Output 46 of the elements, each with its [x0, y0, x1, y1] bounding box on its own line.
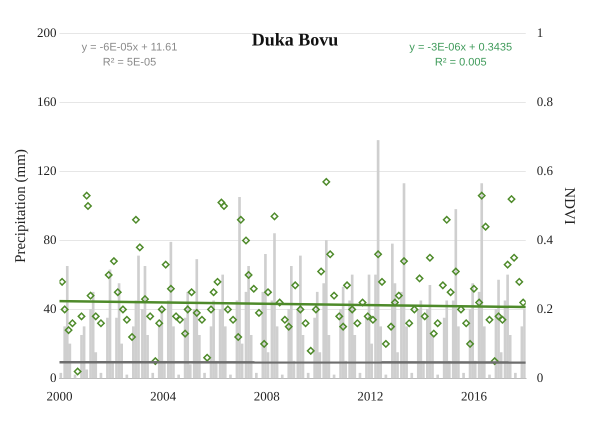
y2-tick-label: 0.6 — [536, 162, 554, 178]
bar — [324, 240, 328, 378]
y2-tick-label: 0 — [536, 370, 544, 385]
y2-tick-label: 0.2 — [536, 300, 553, 316]
bar — [100, 372, 102, 378]
x-tick-label: 2000 — [46, 388, 72, 404]
bar — [273, 233, 276, 378]
y2-axis-title: NDVI — [561, 187, 578, 225]
bar — [74, 374, 76, 378]
bar — [384, 374, 388, 378]
bar — [376, 140, 380, 378]
y-axis-title: Precipitation (mm) — [12, 149, 29, 263]
annotation: R² = 0.005 — [434, 56, 487, 69]
bar — [332, 374, 336, 378]
bar — [264, 254, 267, 378]
y-tick-label: 120 — [37, 162, 56, 178]
bar — [523, 309, 526, 378]
bar — [358, 372, 362, 378]
bar — [229, 374, 232, 378]
y-tick-label: 200 — [37, 25, 56, 40]
y2-tick-label: 0.8 — [536, 94, 553, 109]
bar — [137, 256, 140, 378]
y-tick-label: 40 — [44, 300, 56, 316]
y-tick-label: 80 — [44, 232, 56, 247]
bar — [177, 374, 180, 378]
annotation: y = -6E-05x + 11.61 — [82, 42, 178, 54]
bar — [126, 374, 128, 378]
bar — [488, 374, 491, 378]
x-tick-label: 2004 — [150, 388, 177, 404]
bar — [108, 269, 112, 378]
y2-tick-label: 0.4 — [536, 232, 554, 247]
bar — [118, 283, 120, 378]
x-tick-label: 2008 — [254, 388, 280, 404]
bar — [402, 183, 406, 378]
chart-title: Duka Bovu — [252, 29, 338, 50]
annotation: R² = 5E-05 — [102, 56, 156, 69]
bar — [280, 374, 284, 378]
y2-tick-label: 1 — [536, 25, 544, 40]
bar — [436, 374, 440, 378]
y-tick-label: 160 — [37, 94, 56, 109]
bar — [203, 372, 206, 378]
x-tick-label: 2016 — [460, 388, 488, 404]
y-tick-label: 0 — [50, 370, 56, 385]
annotation: y = -3E-06x + 0.3435 — [409, 42, 512, 54]
x-tick-label: 2012 — [357, 388, 384, 404]
bar — [144, 266, 146, 378]
